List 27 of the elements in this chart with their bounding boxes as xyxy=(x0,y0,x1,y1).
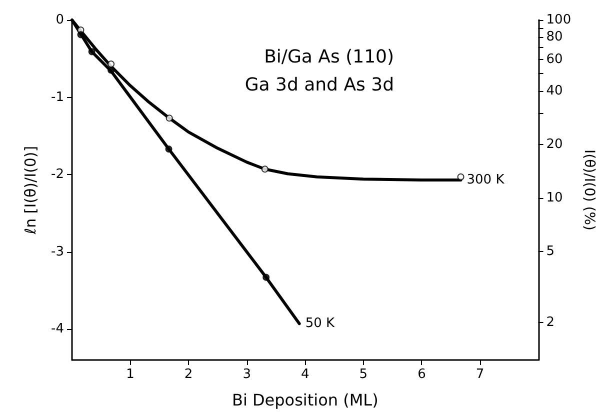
y2-tick-label: 40 xyxy=(546,83,563,98)
y-tick-label: -1 xyxy=(51,90,64,105)
y2-tick-label: 2 xyxy=(546,314,555,330)
y2-tick-label: 80 xyxy=(546,30,563,45)
y-tick-label: 0 xyxy=(56,12,64,28)
x-tick-label: 7 xyxy=(476,367,484,382)
series-label: 300 K xyxy=(466,172,505,188)
x-tick-label: 6 xyxy=(418,367,426,382)
y2-tick-label: 20 xyxy=(546,136,563,152)
y2-tick-label: 5 xyxy=(546,244,555,259)
x-tick-label: 1 xyxy=(126,367,134,382)
annotation: Ga 3d and As 3d xyxy=(244,74,394,96)
x-tick-label: 4 xyxy=(301,367,310,382)
x-tick-label: 3 xyxy=(242,367,251,382)
y2-axis-title: I(θ)/I(0) (%) xyxy=(581,150,597,230)
y-tick-label: -2 xyxy=(51,167,64,182)
y-tick-label: -4 xyxy=(51,322,64,337)
series-label: 50 K xyxy=(305,316,335,332)
y-axis-title: ℓn [I(θ)/I(0)] xyxy=(22,146,40,236)
annotation: Bi/Ga As (110) xyxy=(264,46,394,68)
y2-tick-label: 10 xyxy=(546,190,563,206)
y2-tick-label: 100 xyxy=(546,12,572,28)
x-tick-label: 2 xyxy=(184,367,193,382)
y2-tick-label: 60 xyxy=(546,52,563,67)
y-tick-label: -3 xyxy=(51,244,64,260)
x-axis-title: Bi Deposition (ML) xyxy=(232,390,378,410)
x-tick-label: 5 xyxy=(359,367,368,382)
